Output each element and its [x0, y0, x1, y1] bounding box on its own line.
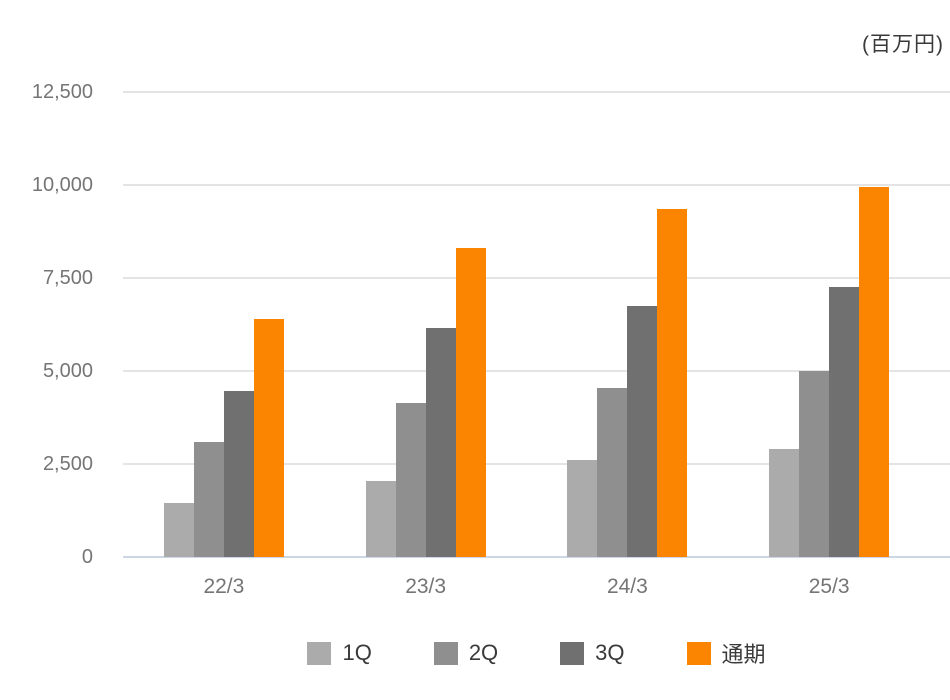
y-tick-label-7,500: 7,500: [42, 267, 93, 289]
x-tick-label-23/3: 23/3: [405, 575, 447, 598]
legend-item-3Q: 3Q: [560, 640, 625, 666]
bar-25/3-3Q: [829, 287, 860, 557]
x-tick-label-25/3: 25/3: [808, 575, 850, 598]
unit-label: (百万円): [862, 33, 944, 56]
bar-25/3-通期: [859, 187, 890, 557]
y-tick-label-10,000: 10,000: [31, 174, 93, 196]
bar-22/3-3Q: [223, 391, 254, 557]
legend-label-1Q: 1Q: [342, 640, 372, 665]
bar-24/3-2Q: [597, 388, 628, 557]
gridline-2500: [123, 463, 950, 465]
y-tick-label-12,500: 12,500: [31, 81, 93, 103]
y-tick-label-2,500: 2,500: [42, 453, 93, 475]
legend-item-2Q: 2Q: [433, 640, 499, 666]
bar-23/3-2Q: [395, 403, 426, 557]
bar-22/3-1Q: [163, 503, 194, 557]
bar-group-22/3: [163, 92, 284, 557]
gridline-5000: [123, 370, 950, 372]
bar-group-24/3: [567, 92, 688, 557]
bar-group-25/3: [769, 92, 890, 557]
y-tick-label-0: 0: [81, 546, 93, 568]
bar-25/3-2Q: [799, 371, 830, 557]
legend-label-通期: 通期: [721, 642, 766, 667]
legend-swatch-3Q: [560, 641, 585, 665]
bar-23/3-1Q: [365, 481, 396, 557]
bar-25/3-1Q: [769, 449, 800, 557]
legend-label-2Q: 2Q: [468, 640, 499, 665]
bar-24/3-1Q: [567, 460, 598, 557]
legend-swatch-1Q: [307, 641, 332, 665]
legend-label-3Q: 3Q: [595, 640, 625, 665]
legend-item-通期: 通期: [686, 637, 766, 669]
x-tick-label-22/3: 22/3: [203, 575, 245, 598]
bar-group-23/3: [365, 92, 486, 557]
y-tick-label-5,000: 5,000: [42, 360, 93, 382]
legend-swatch-2Q: [433, 641, 458, 665]
gridline-7500: [123, 277, 950, 279]
legend-swatch-通期: [686, 641, 711, 665]
x-axis-line: [123, 556, 950, 558]
bar-22/3-通期: [253, 319, 284, 557]
bar-23/3-通期: [455, 248, 486, 557]
gridline-12500: [123, 91, 950, 93]
legend-item-1Q: 1Q: [307, 640, 372, 666]
bar-24/3-3Q: [627, 306, 658, 557]
legend: 1Q 2Q 3Q 通期: [123, 637, 950, 669]
x-tick-label-24/3: 24/3: [606, 575, 648, 598]
bar-23/3-3Q: [425, 328, 456, 557]
bar-22/3-2Q: [193, 442, 224, 557]
gridline-10000: [123, 184, 950, 186]
bar-24/3-通期: [657, 209, 688, 557]
